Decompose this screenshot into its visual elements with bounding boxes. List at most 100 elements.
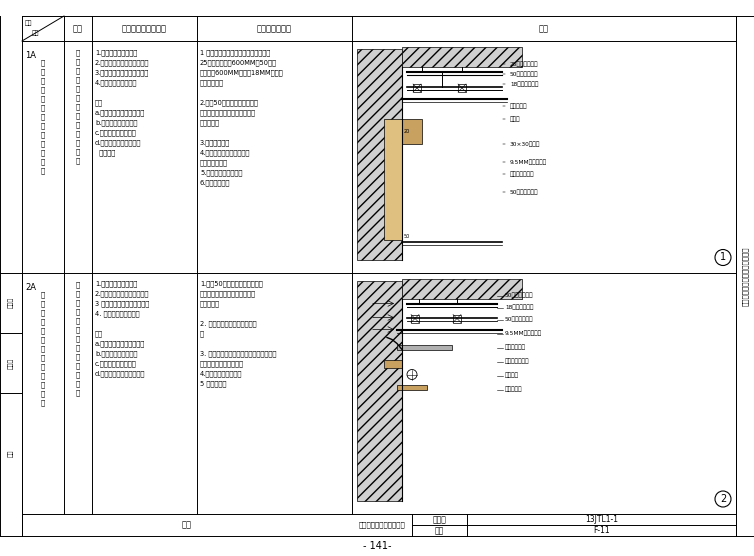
Text: 地: 地 xyxy=(41,291,45,298)
Text: 地面木饮面与顶面乳胶漆: 地面木饮面与顶面乳胶漆 xyxy=(359,522,406,528)
Text: 料: 料 xyxy=(41,336,45,343)
Text: 简图: 简图 xyxy=(539,24,549,33)
Text: 胶: 胶 xyxy=(76,362,80,369)
Text: c.对不同材财口处继续: c.对不同材财口处继续 xyxy=(95,360,136,367)
Text: 4.蹯子制光青三层处理: 4.蹯子制光青三层处理 xyxy=(200,370,242,377)
Text: 3.外制光青青幕: 3.外制光青青幕 xyxy=(200,139,230,146)
Text: 注：: 注： xyxy=(95,330,103,337)
Text: 1: 1 xyxy=(720,252,726,262)
Text: 13JTL1-1: 13JTL1-1 xyxy=(585,515,618,524)
Text: a.卡式光青与木光技的配合: a.卡式光青与木光技的配合 xyxy=(95,109,146,116)
Text: 面: 面 xyxy=(41,300,45,307)
Bar xyxy=(453,315,461,322)
Text: 水，木光光，墙面光定夸: 水，木光光，墙面光定夸 xyxy=(200,360,244,367)
Text: 木饮面光水: 木饮面光水 xyxy=(505,387,523,393)
Bar xyxy=(384,119,402,240)
Text: 审定: 审定 xyxy=(8,450,14,458)
Text: 图名: 图名 xyxy=(182,520,192,529)
Text: 木: 木 xyxy=(76,299,80,306)
Text: a.轻钓光青与木光技的配合: a.轻钓光青与木光技的配合 xyxy=(95,340,146,347)
Text: 注：: 注： xyxy=(95,99,103,106)
Text: 50系列轻钓光青: 50系列轻钓光青 xyxy=(510,71,538,77)
Text: F-11: F-11 xyxy=(593,526,610,535)
Text: 做: 做 xyxy=(41,381,45,388)
Text: 一: 一 xyxy=(41,168,45,174)
Text: 面: 面 xyxy=(76,317,80,324)
Text: 页次: 页次 xyxy=(435,526,444,535)
Text: 四层工工工幕幕: 四层工工工幕幕 xyxy=(200,159,228,166)
Text: 2: 2 xyxy=(720,494,726,504)
Text: b.对不同材质接缝处理: b.对不同材质接缝处理 xyxy=(95,350,137,357)
Text: 4.防火包与幕面乳胶漆: 4.防火包与幕面乳胶漆 xyxy=(95,79,137,86)
Text: 材: 材 xyxy=(41,327,45,334)
Bar xyxy=(402,279,522,299)
Text: 面: 面 xyxy=(76,344,80,351)
Text: 50: 50 xyxy=(404,234,410,239)
Text: 墙面顶面材质相接工艺做法大全: 墙面顶面材质相接工艺做法大全 xyxy=(742,246,748,306)
Text: 电源打管: 电源打管 xyxy=(505,373,519,378)
Text: 胶: 胶 xyxy=(76,131,80,137)
Text: 在进型，光光青与木工在幕合板: 在进型，光光青与木工在幕合板 xyxy=(200,290,256,297)
Text: 幕大合板处理: 幕大合板处理 xyxy=(200,79,224,86)
Text: 漆: 漆 xyxy=(76,140,80,146)
Text: 木饮面: 木饮面 xyxy=(510,116,520,122)
Text: 工: 工 xyxy=(41,141,45,147)
Bar xyxy=(357,280,402,501)
Text: 适用部位及注意事项: 适用部位及注意事项 xyxy=(122,24,167,33)
Text: 饮: 饮 xyxy=(76,77,80,83)
Text: 施: 施 xyxy=(41,132,45,138)
Text: 30×30木龙骨: 30×30木龙骨 xyxy=(510,141,541,147)
Text: 乳: 乳 xyxy=(76,353,80,360)
Text: 20: 20 xyxy=(404,129,410,134)
Text: 6.安装蹯子层等: 6.安装蹯子层等 xyxy=(200,179,231,186)
Text: 青的配合: 青的配合 xyxy=(95,149,115,156)
Text: 面: 面 xyxy=(76,59,80,65)
Text: 工: 工 xyxy=(41,372,45,379)
Text: b.对不同材质接缝处理: b.对不同材质接缝处理 xyxy=(95,119,137,126)
Text: 乳: 乳 xyxy=(76,122,80,128)
Text: 1.木饮面与幕面乳胶漆: 1.木饮面与幕面乳胶漆 xyxy=(95,280,137,287)
Bar xyxy=(397,345,452,350)
Text: 与: 与 xyxy=(76,95,80,101)
Bar xyxy=(384,360,402,368)
Text: 接: 接 xyxy=(76,389,80,396)
Text: 面: 面 xyxy=(41,318,45,325)
Text: 2A: 2A xyxy=(25,282,36,291)
Text: 2. 墙面进展木光定制，防火自: 2. 墙面进展木光定制，防火自 xyxy=(200,320,256,327)
Text: 法: 法 xyxy=(41,158,45,165)
Text: 木饮面自带: 木饮面自带 xyxy=(510,103,528,109)
Text: 相: 相 xyxy=(76,148,80,155)
Text: 成品石膏光水: 成品石膏光水 xyxy=(505,345,526,350)
Text: 2.木饮面脏水与呶面乳胶漆水: 2.木饮面脏水与呶面乳胶漆水 xyxy=(95,59,149,66)
Text: 18层木工在进层: 18层木工在进层 xyxy=(505,305,533,310)
Bar xyxy=(397,385,427,390)
Text: 2.幕进50系列钓光青，钓定光: 2.幕进50系列钓光青，钓定光 xyxy=(200,99,259,106)
Text: 制三层处理: 制三层处理 xyxy=(200,300,220,307)
Bar xyxy=(458,84,466,92)
Text: 4. 保温包分幕面乳胶漆: 4. 保温包分幕面乳胶漆 xyxy=(95,310,139,317)
Text: 顶: 顶 xyxy=(76,335,80,342)
Text: 5 安装面层层: 5 安装面层层 xyxy=(200,380,226,387)
Text: 25卡式光青间距600MM，50系列: 25卡式光青间距600MM，50系列 xyxy=(200,59,277,66)
Text: 9.5MM气穿石膏板: 9.5MM气穿石膏板 xyxy=(505,331,542,336)
Text: 9.5MM气穿石膏板: 9.5MM气穿石膏板 xyxy=(510,159,547,165)
Text: 编号: 编号 xyxy=(25,21,32,26)
Text: 编制人: 编制人 xyxy=(8,297,14,309)
Bar xyxy=(357,49,402,260)
Text: 木: 木 xyxy=(76,68,80,75)
Bar xyxy=(413,84,421,92)
Text: 做: 做 xyxy=(41,150,45,156)
Text: 地: 地 xyxy=(41,59,45,66)
Text: 地: 地 xyxy=(76,281,80,288)
Text: 层: 层 xyxy=(200,330,204,337)
Text: 料: 料 xyxy=(41,105,45,111)
Text: 顶: 顶 xyxy=(76,104,80,110)
Text: 类别: 类别 xyxy=(32,31,39,36)
Text: 审核人: 审核人 xyxy=(8,358,14,369)
Text: 18层木工在进层: 18层木工在进层 xyxy=(510,81,538,87)
Text: 蹯子乳胶漆三遗: 蹯子乳胶漆三遗 xyxy=(510,171,535,177)
Text: 50系列轻钓光青: 50系列轻钓光青 xyxy=(505,292,534,299)
Text: 相: 相 xyxy=(41,113,45,120)
Text: 接: 接 xyxy=(76,158,80,165)
Bar xyxy=(411,315,419,322)
